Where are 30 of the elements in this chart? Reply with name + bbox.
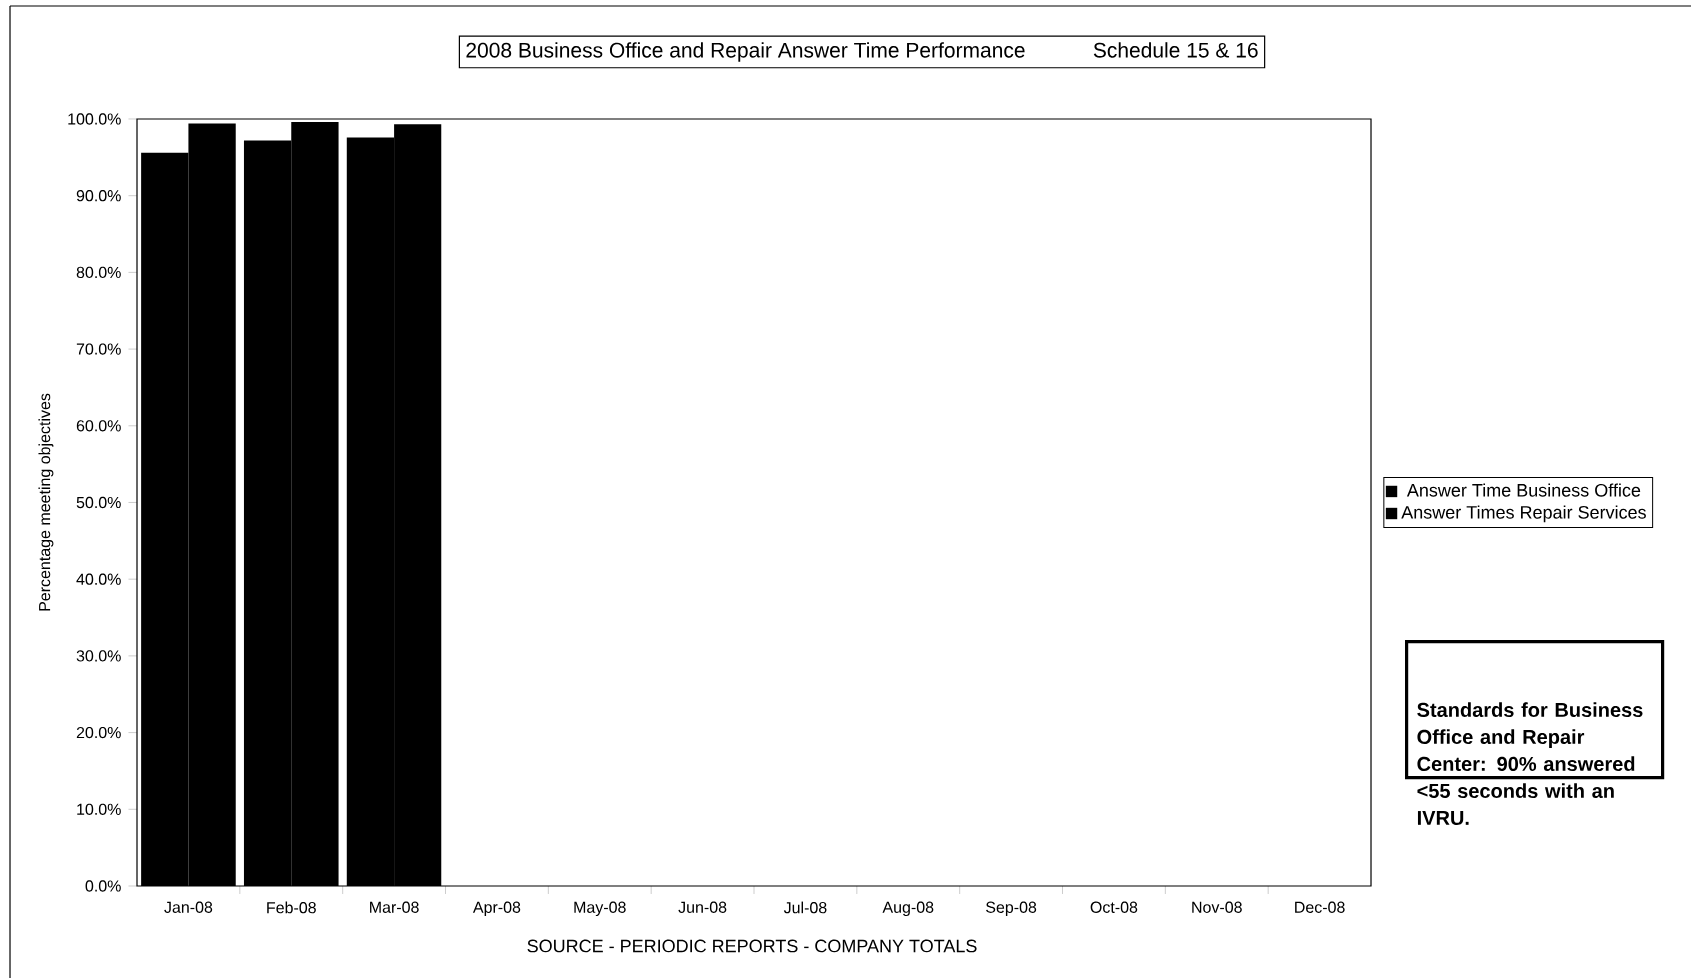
x-tick-label: Oct-08	[1090, 901, 1138, 913]
y-tick-label: 30.0%	[76, 650, 121, 662]
x-tick-label: Feb-08	[267, 901, 316, 914]
x-tick-label: May-08	[574, 901, 626, 917]
x-tick-label: Dec-08	[1295, 901, 1345, 913]
x-tick-label: Aug-08	[882, 901, 934, 917]
y-axis-title: Percentage meeting objectives	[38, 393, 54, 611]
y-tick-label: 90.0%	[76, 190, 121, 202]
text: Standards for Business Office and Repair Center: 90% answered <55 seconds with an IVRU.	[1417, 702, 1643, 826]
x-tick-label: Nov-08	[1192, 901, 1242, 913]
x-tick-label: Apr-08	[472, 901, 521, 917]
y-tick-label: 70.0%	[76, 343, 121, 355]
y-tick-label: 60.0%	[76, 420, 121, 432]
chart-title: 2008 Business Office and Repair Answer Time Performance	[466, 42, 1025, 62]
x-tick-label: Jul-08	[783, 901, 827, 914]
legend-label: Answer Times Repair Services	[1401, 505, 1646, 523]
source-note: SOURCE - PERIODIC REPORTS - COMPANY TOTALS	[527, 939, 977, 953]
x-tick-label: Jun-08	[678, 901, 727, 913]
x-tick-label: Sep-08	[986, 901, 1037, 917]
y-tick-label: 80.0%	[76, 266, 121, 279]
y-tick-label: 100.0%	[68, 113, 121, 125]
y-tick-label: 0.0%	[85, 880, 121, 892]
y-tick-label: 10.0%	[77, 803, 121, 815]
legend-label: Answer Time Business Office	[1406, 483, 1641, 497]
y-tick-label: 50.0%	[76, 496, 121, 509]
y-tick-label: 20.0%	[76, 726, 121, 739]
x-tick-label: Mar-08	[370, 901, 419, 913]
chart-subtitle: Schedule 15 & 16	[1093, 42, 1258, 58]
y-tick-label: 40.0%	[76, 573, 121, 585]
x-tick-label: Jan-08	[164, 901, 213, 913]
